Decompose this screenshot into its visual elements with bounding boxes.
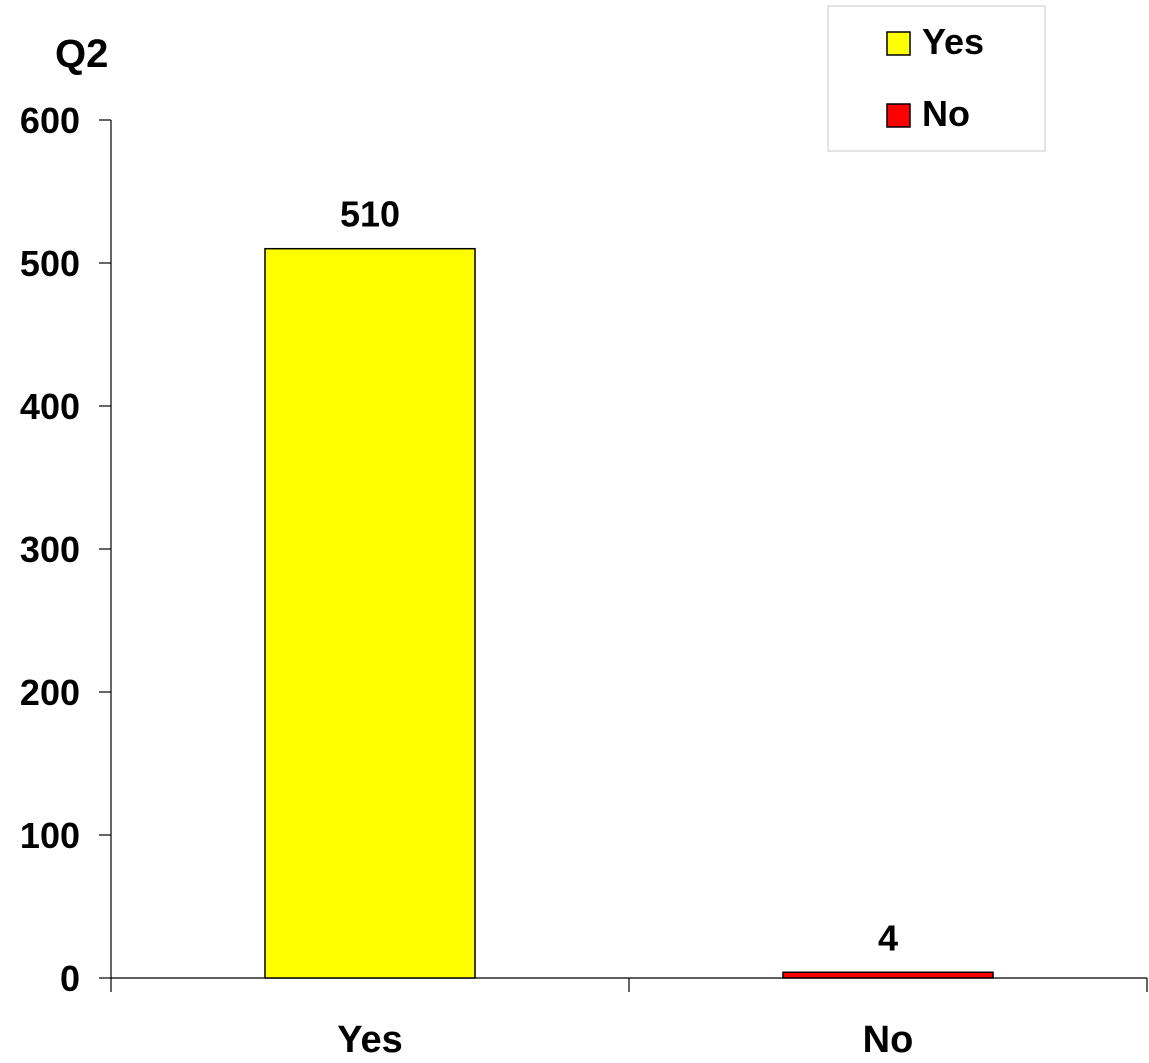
chart-title: Q2 xyxy=(55,32,108,76)
legend-label: No xyxy=(922,93,970,134)
bar-yes xyxy=(264,247,476,979)
y-tick-label: 500 xyxy=(20,243,80,284)
axes: 0 100 200 300 400 500 600 xyxy=(20,100,1148,999)
y-tick-label: 0 xyxy=(60,958,80,999)
y-tick-label: 600 xyxy=(20,100,80,141)
legend-label: Yes xyxy=(922,21,984,62)
legend-box xyxy=(827,5,1046,152)
data-label: 510 xyxy=(340,194,400,235)
y-tick-label: 300 xyxy=(20,529,80,570)
y-tick-label: 200 xyxy=(20,672,80,713)
legend: Yes No xyxy=(827,5,1046,152)
legend-swatch xyxy=(886,31,911,56)
y-tick-label: 100 xyxy=(20,815,80,856)
x-tick-label: Yes xyxy=(337,1019,403,1061)
x-tick-label: No xyxy=(863,1019,914,1061)
bar-no xyxy=(782,971,994,979)
bars: 510 Yes 4 No xyxy=(264,194,994,1061)
legend-swatch xyxy=(886,103,911,128)
y-tick-label: 400 xyxy=(20,386,80,427)
data-label: 4 xyxy=(878,917,898,958)
